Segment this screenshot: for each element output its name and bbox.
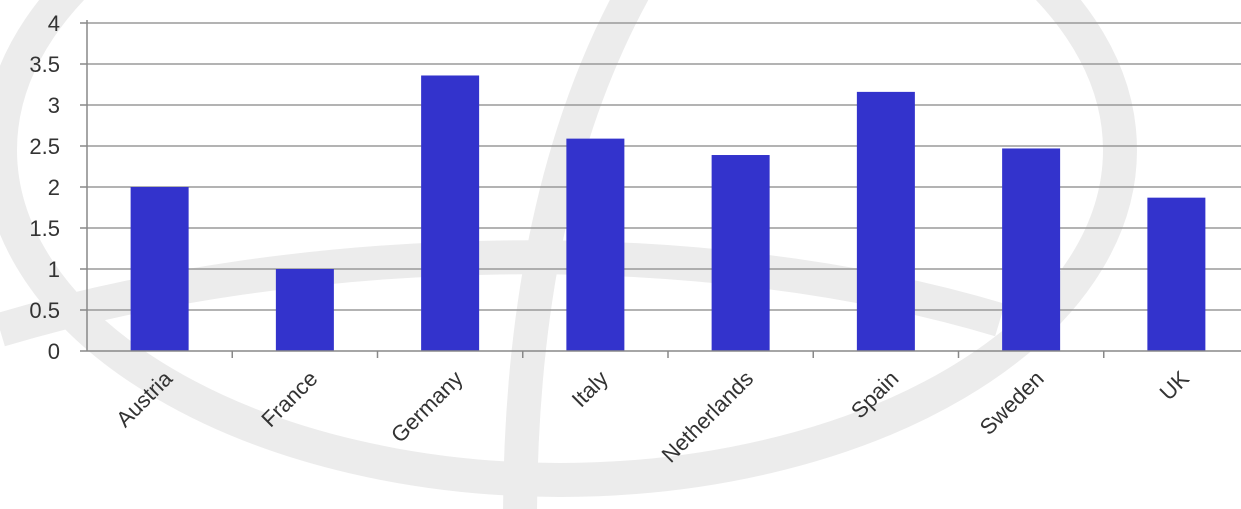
bar xyxy=(711,155,770,351)
y-tick-label: 3.5 xyxy=(29,52,60,77)
x-tick-label: UK xyxy=(1155,366,1195,406)
x-tick-label: Italy xyxy=(567,366,613,412)
bar xyxy=(566,138,625,351)
x-tick-label: Germany xyxy=(386,366,468,448)
y-tick-label: 2.5 xyxy=(29,134,60,159)
y-tick-label: 0.5 xyxy=(29,298,60,323)
bar xyxy=(275,269,334,351)
y-tick-label: 3 xyxy=(48,93,60,118)
bar xyxy=(1147,197,1206,351)
y-tick-label: 4 xyxy=(48,11,60,36)
bars xyxy=(130,75,1206,351)
y-tick-label: 1.5 xyxy=(29,216,60,241)
y-tick-labels: 0 0.5 1 1.5 2 2.5 3 3.5 4 xyxy=(29,11,60,364)
bar xyxy=(421,75,480,351)
bar xyxy=(1002,148,1061,351)
axes xyxy=(80,20,1241,358)
y-tick-label: 1 xyxy=(48,257,60,282)
y-tick-label: 2 xyxy=(48,175,60,200)
y-tick-label: 0 xyxy=(48,339,60,364)
x-tick-labels: Austria France Germany Italy Netherlands Spai… xyxy=(111,365,1194,467)
bar xyxy=(856,91,915,351)
bar xyxy=(130,187,189,351)
